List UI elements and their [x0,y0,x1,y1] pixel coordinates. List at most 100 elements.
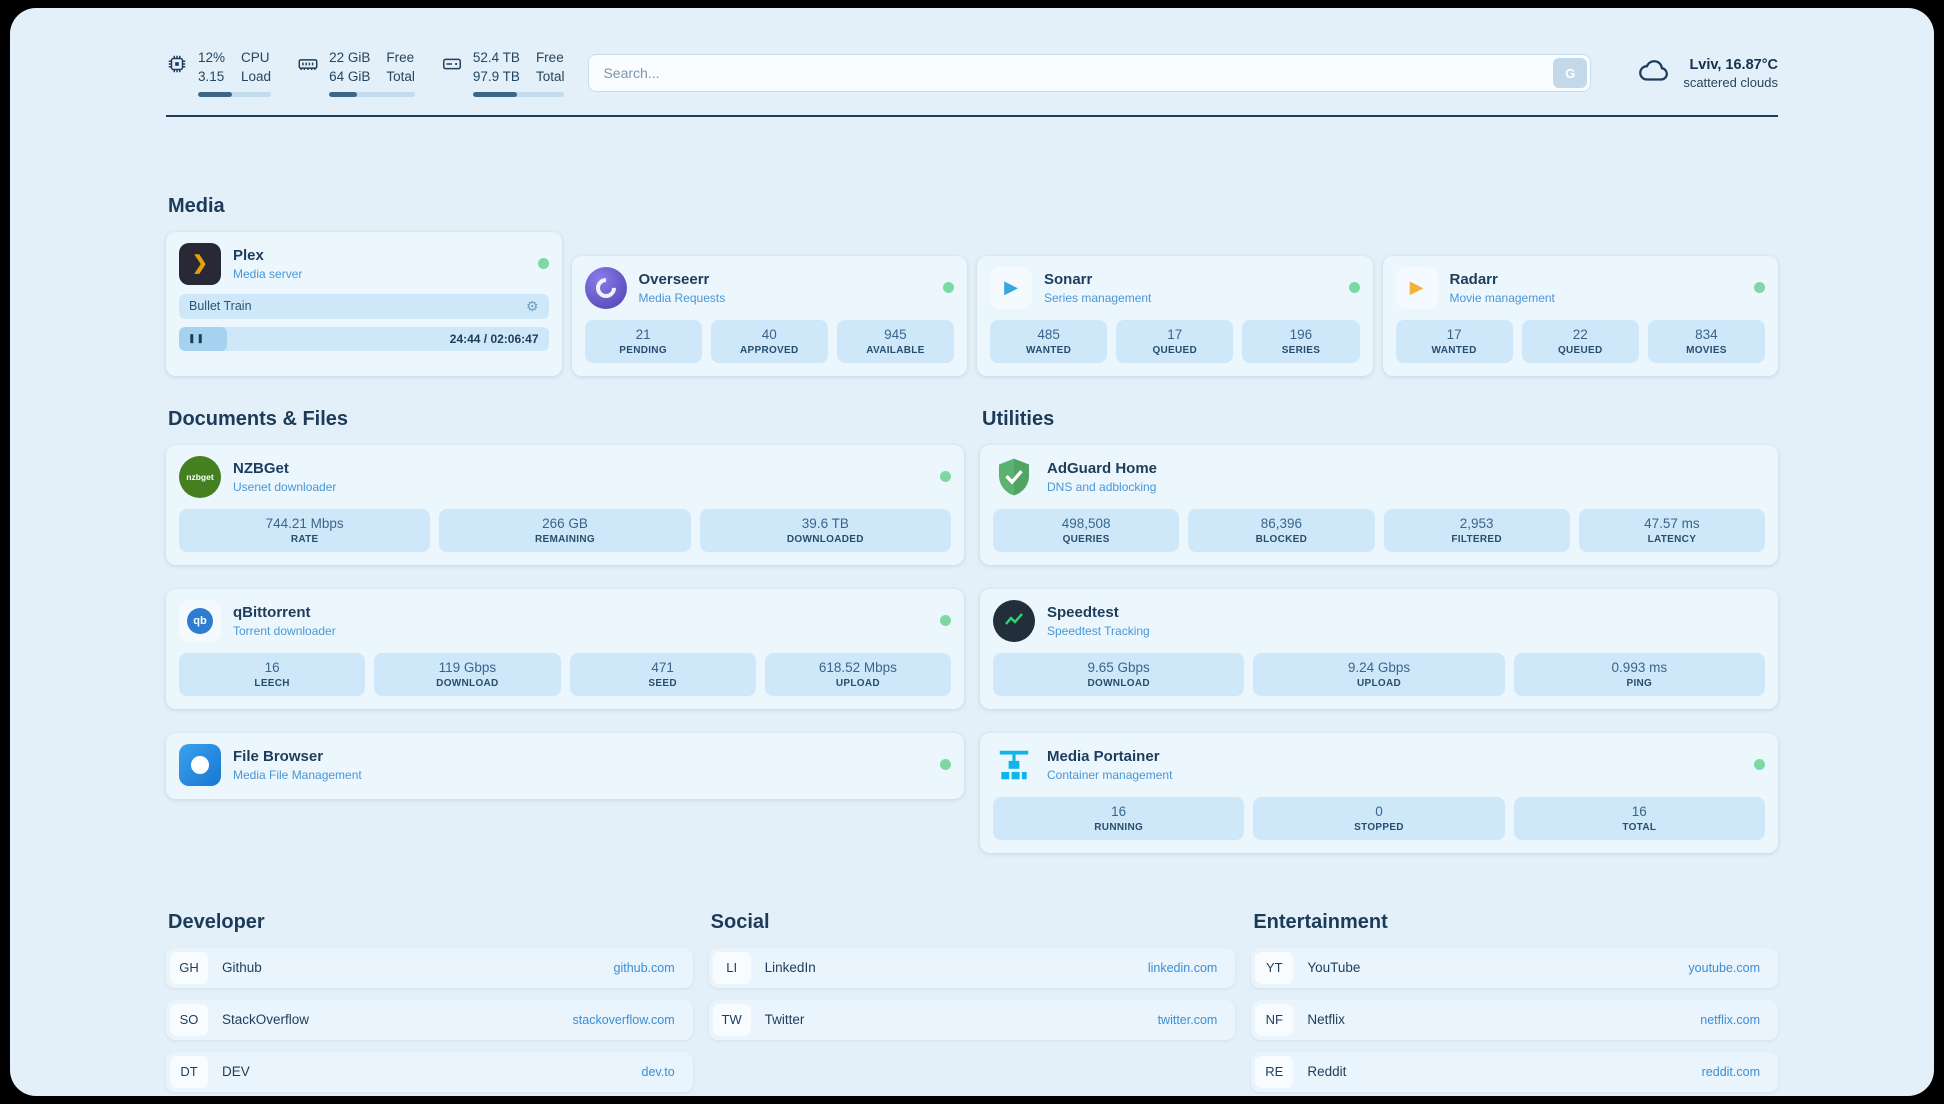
entertainment-section-title: Entertainment [1253,910,1388,933]
radarr-card[interactable]: ▶ Radarr Movie management 17 WANTED [1382,255,1778,376]
portainer-card[interactable]: Media Portainer Container management 16 … [980,732,1778,853]
stat-leech: 16 LEECH [179,652,366,696]
qbittorrent-icon-glyph: qb [187,607,213,634]
plex-card[interactable]: ❯ Plex Media server Bullet Train ⚙ [166,231,562,376]
stat-upload: 9.24 Gbps UPLOAD [1253,652,1505,696]
weather-widget: Lviv, 16.87°C scattered clouds [1637,54,1778,93]
stat-seed: 471 SEED [569,652,756,696]
disk-label-top: Free [535,50,564,65]
stat-queries: 498,508 QUERIES [993,508,1180,552]
speedtest-icon [993,599,1035,642]
bookmark-url: linkedin.com [1147,960,1218,975]
plex-icon-glyph: ❯ [192,253,208,275]
stat-ping: 0.993 ms PING [1513,652,1765,696]
filebrowser-card[interactable]: File Browser Media File Management [166,732,964,799]
pause-icon[interactable]: ❚❚ [188,333,206,344]
app-subtitle: Media File Management [233,767,362,782]
bookmark-name: Netflix [1307,1012,1345,1028]
bookmark-name: Reddit [1307,1064,1347,1080]
cpu-labels: CPU Load [241,50,271,86]
ram-icon [297,53,319,80]
status-dot [1348,282,1360,294]
disk-usage-bar [472,91,565,97]
bookmark-name: YouTube [1307,960,1361,976]
app-title: qBittorrent [233,603,311,621]
weather-condition: scattered clouds [1683,74,1778,90]
app-subtitle: Speedtest Tracking [1047,623,1150,638]
ram-total: 64 GiB [329,68,371,84]
bookmark-netflix[interactable]: NF Netflix netflix.com [1251,999,1778,1040]
cloud-icon [1637,54,1671,93]
ram-metric: 22 GiB 64 GiB Free Total [297,50,415,97]
bookmark-linkedin[interactable]: LI LinkedIn linkedin.com [708,947,1236,988]
adguard-card[interactable]: AdGuard Home DNS and adblocking 498,508 … [980,444,1778,565]
gear-icon[interactable]: ⚙ [525,297,539,314]
stat-pending: 21 PENDING [584,319,702,363]
bookmark-url: youtube.com [1688,960,1760,975]
status-dot [1754,282,1765,294]
bookmark-url: twitter.com [1157,1012,1218,1027]
cpu-load: 3.15 [198,68,225,84]
search-input[interactable] [588,54,1592,93]
bookmark-name: Github [222,960,262,976]
bookmark-name: Twitter [764,1012,805,1028]
sonarr-icon: ▶ [990,266,1032,309]
bookmark-github[interactable]: GH Github github.com [166,947,693,988]
nzbget-card[interactable]: nzbget NZBGet Usenet downloader 744.21 M… [166,444,964,565]
radarr-icon: ▶ [1395,266,1438,309]
app-title: Media Portainer [1047,747,1160,765]
stat-downloaded: 39.6 TB DOWNLOADED [699,508,951,552]
app-subtitle: DNS and adblocking [1047,479,1157,494]
bookmark-twitter[interactable]: TW Twitter twitter.com [708,999,1236,1040]
app-title: Speedtest [1047,603,1119,621]
app-title: NZBGet [233,459,289,477]
system-metrics: 12% 3.15 CPU Load [166,50,565,97]
now-playing-row: Bullet Train ⚙ [179,293,549,319]
stat-queued: 22 QUEUED [1521,319,1639,363]
bookmark-stackoverflow[interactable]: SO StackOverflow stackoverflow.com [166,999,693,1040]
stat-total: 16 TOTAL [1513,796,1765,840]
app-title: Plex [233,246,264,264]
qbittorrent-card[interactable]: qb qBittorrent Torrent downloader 16 LEE… [166,588,964,709]
search-engine-button[interactable]: G [1553,58,1588,89]
cpu-label-bottom: Load [241,68,272,84]
cpu-usage-fill [198,91,232,97]
utilities-column: Utilities AdGuard Home [980,408,1778,853]
stat-wanted: 17 WANTED [1395,319,1513,363]
bookmark-dev[interactable]: DT DEV dev.to [166,1051,693,1092]
netflix-abbr-icon: NF [1255,1003,1294,1036]
stat-filtered: 2,953 FILTERED [1383,508,1570,552]
playback-progress-fill [179,326,228,351]
bookmark-reddit[interactable]: RE Reddit reddit.com [1251,1051,1778,1092]
cpu-label-top: CPU [241,50,270,65]
developer-section-title: Developer [168,910,265,933]
documents-column: Documents & Files nzbget NZBGet Usenet d… [166,408,964,799]
adguard-shield-icon [993,456,1035,498]
youtube-abbr-icon: YT [1255,951,1294,984]
cpu-usage-bar [198,91,272,97]
app-title: File Browser [233,747,324,765]
app-subtitle: Media Requests [638,290,726,305]
disk-labels: Free Total [536,50,565,86]
speedtest-card[interactable]: Speedtest Speedtest Tracking 9.65 Gbps D… [980,588,1778,709]
bookmark-name: DEV [222,1064,250,1080]
overseerr-card[interactable]: Overseerr Media Requests 21 PENDING 40 A… [571,255,967,376]
social-section-title: Social [710,910,770,933]
sonarr-card[interactable]: ▶ Sonarr Series management 485 WANTED [977,255,1373,376]
app-subtitle: Media server [233,266,303,281]
stat-approved: 40 APPROVED [710,319,828,363]
developer-column: Developer GH Github github.com SO StackO… [166,911,693,1096]
stat-series: 196 SERIES [1242,319,1360,363]
playback-progress-bar[interactable]: ❚❚ 24:44 / 02:06:47 [179,326,549,351]
disk-label-bottom: Total [535,68,565,84]
cpu-metric: 12% 3.15 CPU Load [166,50,272,97]
radarr-icon-glyph: ▶ [1409,277,1424,298]
stat-running: 16 RUNNING [993,796,1245,840]
bookmark-url: github.com [613,960,675,975]
dashboard-page: 12% 3.15 CPU Load [10,8,1934,1096]
playback-time: 24:44 / 02:06:47 [449,331,539,346]
bookmark-youtube[interactable]: YT YouTube youtube.com [1251,947,1778,988]
stat-upload: 618.52 Mbps UPLOAD [764,652,951,696]
bookmark-name: LinkedIn [764,960,816,976]
status-dot [940,615,951,627]
